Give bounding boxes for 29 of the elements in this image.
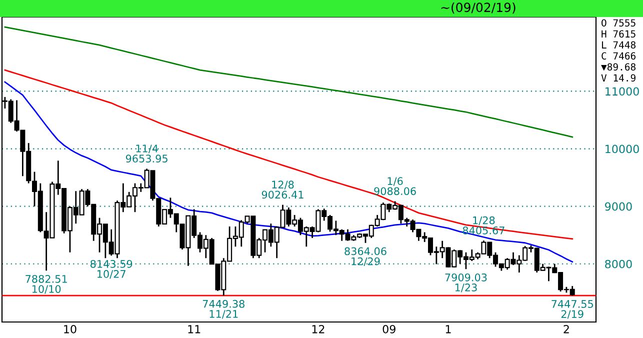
x-tick-label: 09	[382, 324, 396, 334]
y-tick-label: 10000	[606, 144, 639, 154]
y-tick-label: 11000	[606, 87, 639, 96]
text: O 7555	[602, 19, 636, 27]
line-series	[4, 69, 574, 240]
annotation: 7882.51 10/10	[26, 274, 67, 294]
y-tick-label: 8000	[605, 260, 632, 268]
annotation: 7449.38 11/21	[202, 300, 244, 319]
annotation: 8143.59 10/27	[90, 260, 132, 279]
x-tick-label: 2	[564, 324, 569, 334]
annotation: 8364.06 12/29	[344, 247, 386, 266]
y-tick-label: 9000	[605, 202, 632, 211]
annotation: 1/28 8405.67	[462, 216, 504, 234]
line-series	[4, 26, 574, 138]
text: H 7615	[602, 30, 636, 38]
text: C 7466	[602, 52, 636, 60]
annotation: 7909.03 1/23	[445, 273, 487, 292]
text: V 14.9	[601, 74, 636, 82]
x-tick-label: 1	[446, 325, 451, 334]
annotation: 11/4 9653.95	[126, 144, 168, 163]
text: ▼89.68	[601, 63, 636, 71]
x-tick-label: 12	[312, 324, 324, 334]
x-tick-label: 10	[64, 324, 76, 334]
chart-title: ~(09/02/19)	[441, 2, 516, 14]
annotation: 7447.55 2/19	[552, 300, 593, 319]
annotation: 1/6 9088.06	[374, 177, 416, 196]
x-tick-label: 11	[188, 325, 200, 334]
text: L 7448	[602, 41, 636, 49]
annotation: 12/8 9026.41	[262, 180, 304, 199]
